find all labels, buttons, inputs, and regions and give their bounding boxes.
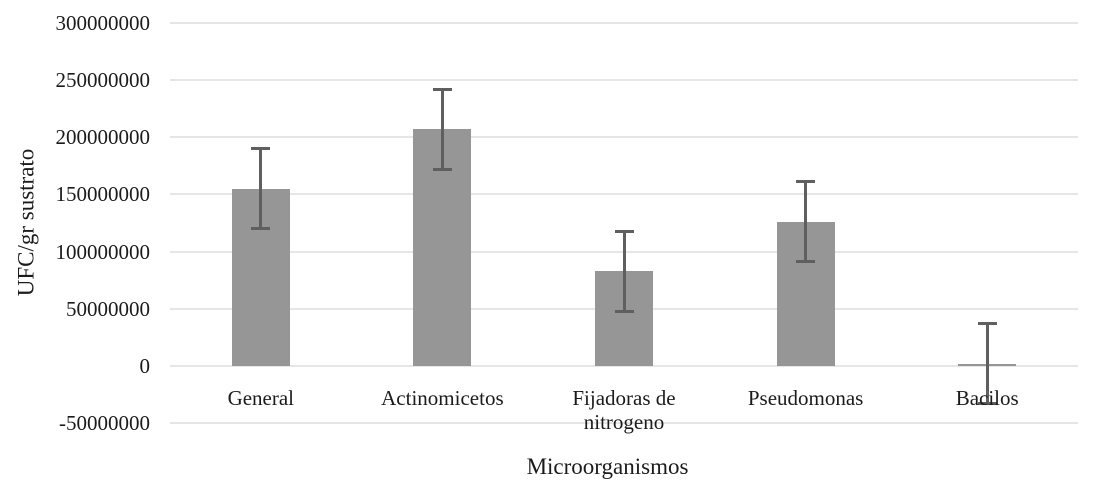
x-axis-category-label-actinomicetos: Actinomicetos bbox=[352, 386, 534, 410]
category-label-line: Actinomicetos bbox=[381, 386, 504, 410]
y-axis-tick-label: 0 bbox=[139, 353, 151, 378]
y-axis-tick-label: 50000000 bbox=[66, 296, 150, 321]
gridline bbox=[170, 422, 1078, 424]
gridline bbox=[170, 193, 1078, 196]
x-axis-category-label-fijadoras-de-nitrogeno: Fijadoras de nitrogeno bbox=[533, 386, 715, 434]
error-bar-cap-top-actinomicetos bbox=[432, 87, 452, 91]
x-axis-title: Microorganismos bbox=[526, 454, 689, 479]
error-bar-line-bacilos bbox=[985, 323, 989, 404]
y-axis-tick-label: 200000000 bbox=[55, 125, 151, 150]
category-label-line: Pseudomonas bbox=[747, 386, 864, 410]
y-axis-tick-label: -50000000 bbox=[59, 411, 150, 435]
error-bar-cap-bottom-actinomicetos bbox=[432, 167, 452, 171]
gridline bbox=[170, 136, 1078, 139]
error-bar-line-fijadoras-de-nitrogeno bbox=[622, 231, 626, 311]
error-bar-line-pseudomonas bbox=[804, 181, 808, 262]
error-bar-cap-top-general bbox=[251, 147, 271, 151]
error-bar-line-actinomicetos bbox=[440, 89, 444, 170]
error-bar-cap-top-bacilos bbox=[977, 322, 997, 326]
x-axis-category-label-pseudomonas: Pseudomonas bbox=[715, 386, 897, 410]
gridline bbox=[170, 22, 1078, 24]
category-label-line: Bacilos bbox=[955, 386, 1019, 410]
x-axis-category-label-bacilos: Bacilos bbox=[896, 386, 1078, 410]
error-bar-cap-bottom-fijadoras-de-nitrogeno bbox=[614, 309, 634, 313]
y-axis-tick-label: 100000000 bbox=[55, 239, 151, 264]
category-label-line: nitrogeno bbox=[583, 410, 665, 434]
error-bar-cap-bottom-general bbox=[251, 227, 271, 231]
category-label-line: General bbox=[227, 386, 295, 410]
x-axis-category-label-general: General bbox=[170, 386, 352, 410]
gridline bbox=[170, 364, 1078, 367]
error-bar-cap-top-pseudomonas bbox=[796, 180, 816, 184]
gridline bbox=[170, 79, 1078, 82]
error-bar-cap-bottom-pseudomonas bbox=[796, 260, 816, 264]
y-axis-tick-label: 300000000 bbox=[55, 11, 151, 35]
y-axis-tick-label: 150000000 bbox=[55, 182, 151, 207]
error-bar-line-general bbox=[259, 148, 263, 229]
category-label-line: Fijadoras de bbox=[572, 386, 676, 410]
error-bar-cap-top-fijadoras-de-nitrogeno bbox=[614, 229, 634, 233]
error-bar-cap-bottom-bacilos bbox=[977, 402, 997, 406]
y-axis-tick-label: 250000000 bbox=[55, 68, 151, 93]
